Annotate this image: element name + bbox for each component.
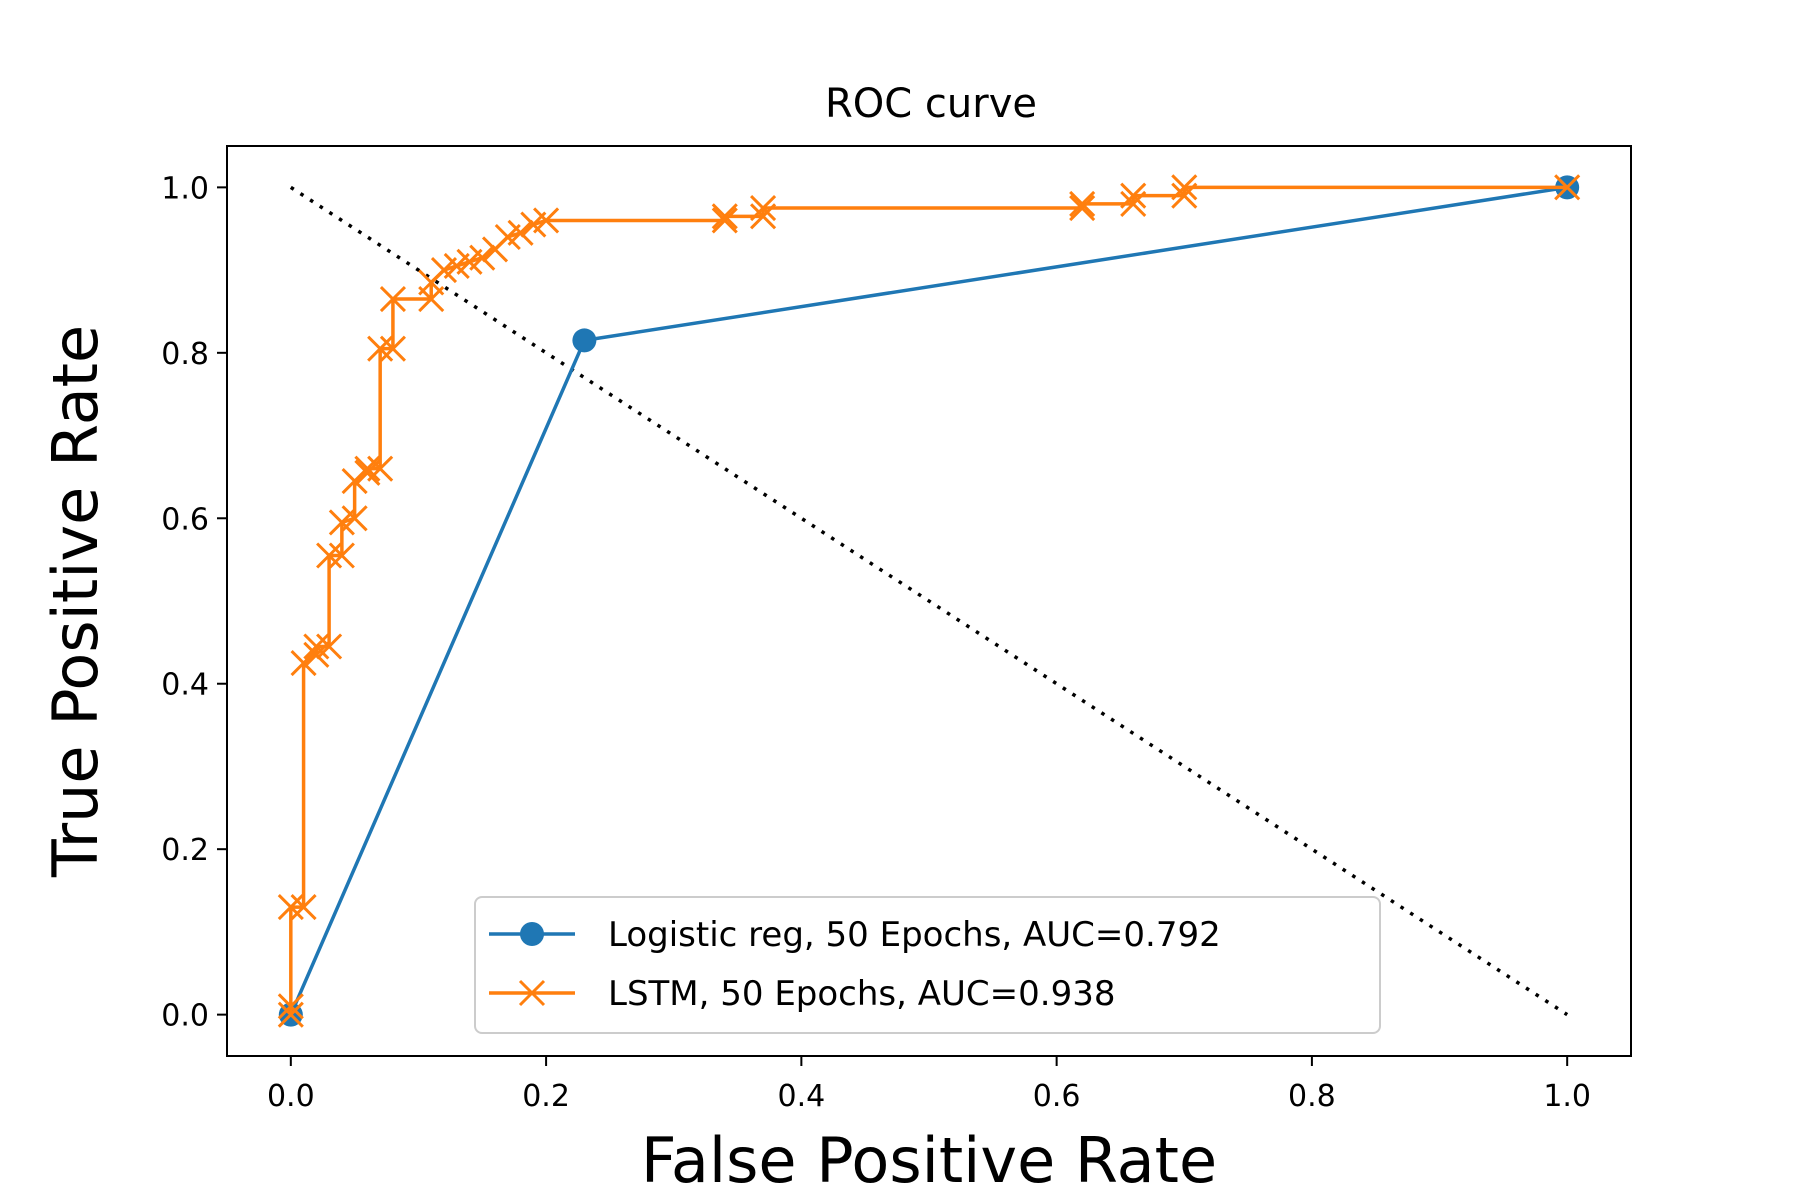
chart-title: ROC curve xyxy=(825,81,1037,127)
legend: Logistic reg, 50 Epochs, AUC=0.792 LSTM,… xyxy=(474,896,1381,1034)
legend-box xyxy=(474,896,1381,1034)
data-point xyxy=(303,633,330,660)
data-point xyxy=(1120,182,1147,209)
data-point xyxy=(367,455,394,482)
data-point xyxy=(379,285,406,313)
data-point xyxy=(507,219,534,246)
y-tick-label: 0.4 xyxy=(161,668,209,703)
x-axis-label: False Positive Rate xyxy=(641,1124,1217,1197)
data-point xyxy=(1069,194,1096,222)
data-point xyxy=(328,542,355,569)
data-point xyxy=(303,641,330,668)
x-tick-label: 0.4 xyxy=(778,1079,826,1114)
data-point xyxy=(711,207,738,234)
data-point xyxy=(316,633,343,660)
data-point xyxy=(1120,190,1147,217)
data-point xyxy=(469,244,496,271)
data-point xyxy=(316,542,343,569)
data-point xyxy=(750,194,777,222)
legend-marker-lstm xyxy=(518,979,546,1007)
data-point xyxy=(1171,182,1198,209)
y-tick-label: 0.2 xyxy=(161,833,209,868)
legend-marker-logistic xyxy=(520,922,544,946)
data-point xyxy=(277,1001,304,1028)
data-point xyxy=(290,894,317,921)
y-axis-label: True Positive Rate xyxy=(39,325,112,878)
legend-label-logistic: Logistic reg, 50 Epochs, AUC=0.792 xyxy=(608,915,1221,955)
x-tick-label: 0.6 xyxy=(1033,1079,1081,1114)
data-point xyxy=(341,505,368,532)
y-tick-label: 1.0 xyxy=(161,171,209,206)
data-point xyxy=(290,649,317,677)
axis-ticks: 0.0 0.2 0.4 0.6 0.8 1.0 0.0 0.2 0.4 0.6 0.8 1.0 xyxy=(161,171,1591,1114)
x-tick-label: 0.0 xyxy=(267,1079,315,1114)
data-point xyxy=(1069,190,1096,217)
y-tick-label: 0.6 xyxy=(161,502,209,537)
x-tick-label: 0.8 xyxy=(1288,1079,1336,1114)
data-point xyxy=(711,203,738,230)
data-point xyxy=(354,455,381,482)
chance-reference-line xyxy=(289,185,1569,1017)
y-tick-label: 0.8 xyxy=(161,337,209,372)
data-point xyxy=(1554,174,1581,201)
data-point xyxy=(367,335,394,362)
plot-area xyxy=(277,174,1581,1028)
data-point xyxy=(277,894,304,921)
data-point xyxy=(750,203,777,230)
y-tick-label: 0.0 xyxy=(161,999,209,1034)
data-point xyxy=(572,328,597,353)
data-point xyxy=(1171,174,1198,201)
x-tick-label: 0.2 xyxy=(522,1079,570,1114)
axes-frame xyxy=(226,145,1632,1057)
data-point xyxy=(379,335,406,362)
data-point xyxy=(533,207,560,234)
data-point xyxy=(277,993,304,1020)
x-tick-label: 1.0 xyxy=(1543,1079,1591,1114)
series-1 xyxy=(277,174,1581,1028)
legend-label-lstm: LSTM, 50 Epochs, AUC=0.938 xyxy=(608,974,1115,1014)
